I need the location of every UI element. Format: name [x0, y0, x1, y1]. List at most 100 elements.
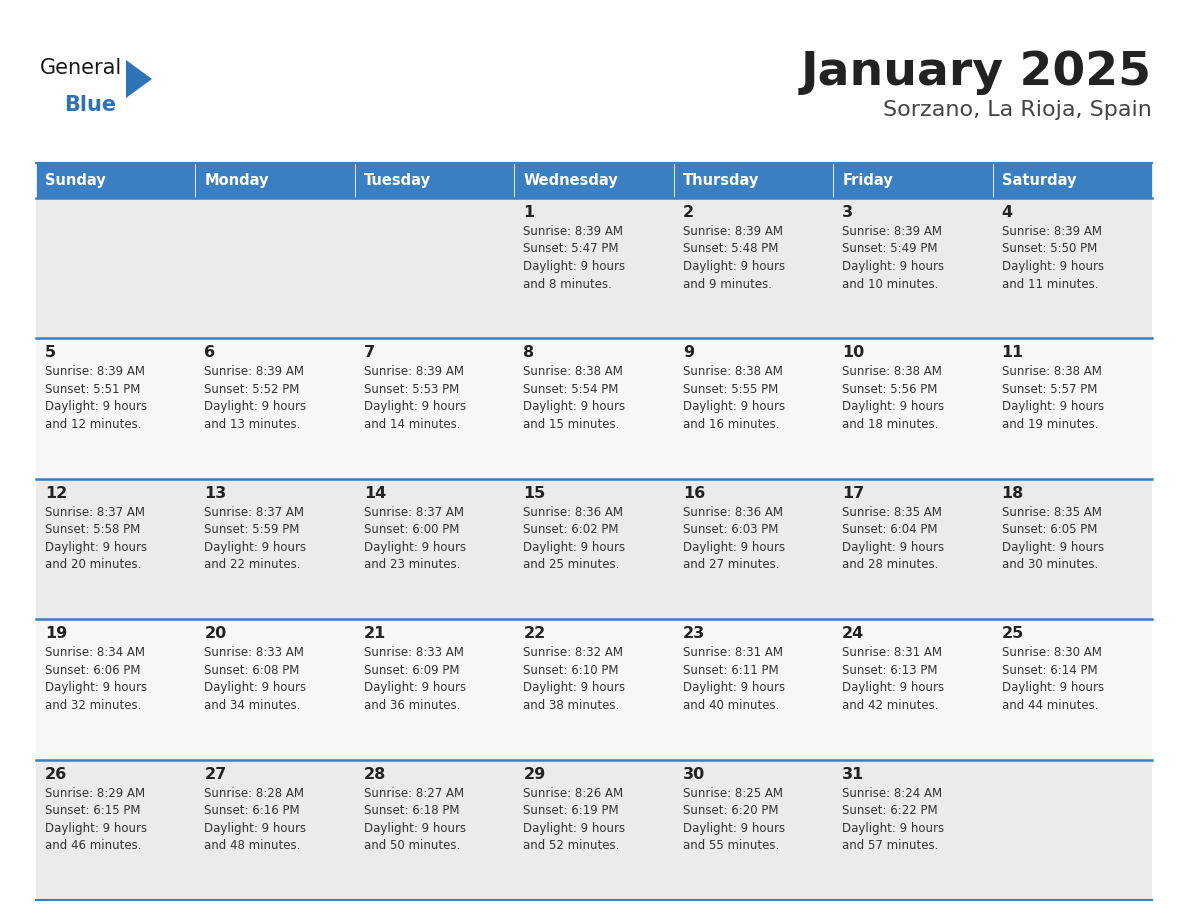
Text: Daylight: 9 hours: Daylight: 9 hours [842, 400, 944, 413]
Text: 8: 8 [523, 345, 535, 361]
Text: Daylight: 9 hours: Daylight: 9 hours [364, 681, 466, 694]
Text: and 18 minutes.: and 18 minutes. [842, 418, 939, 431]
Text: and 15 minutes.: and 15 minutes. [523, 418, 620, 431]
Text: Sunrise: 8:39 AM: Sunrise: 8:39 AM [683, 225, 783, 238]
Bar [514, 479, 674, 620]
Text: Sunrise: 8:36 AM: Sunrise: 8:36 AM [683, 506, 783, 519]
Text: Daylight: 9 hours: Daylight: 9 hours [683, 541, 785, 554]
Text: Sunset: 6:11 PM: Sunset: 6:11 PM [683, 664, 778, 677]
Text: Sunset: 6:05 PM: Sunset: 6:05 PM [1001, 523, 1097, 536]
Polygon shape [126, 60, 152, 98]
Text: Sunset: 6:09 PM: Sunset: 6:09 PM [364, 664, 460, 677]
Bar [514, 620, 674, 759]
Text: Sunset: 6:18 PM: Sunset: 6:18 PM [364, 804, 460, 817]
Text: Daylight: 9 hours: Daylight: 9 hours [45, 541, 147, 554]
Text: Daylight: 9 hours: Daylight: 9 hours [523, 822, 625, 834]
Text: and 44 minutes.: and 44 minutes. [1001, 699, 1098, 711]
Text: and 22 minutes.: and 22 minutes. [204, 558, 301, 571]
Text: and 42 minutes.: and 42 minutes. [842, 699, 939, 711]
Text: and 14 minutes.: and 14 minutes. [364, 418, 461, 431]
Bar [196, 479, 355, 620]
Text: Daylight: 9 hours: Daylight: 9 hours [523, 260, 625, 273]
Text: 27: 27 [204, 767, 227, 781]
Text: Saturday: Saturday [1001, 173, 1076, 188]
Text: and 9 minutes.: and 9 minutes. [683, 277, 772, 290]
Text: 7: 7 [364, 345, 375, 361]
Text: Sunset: 5:56 PM: Sunset: 5:56 PM [842, 383, 937, 396]
Text: 19: 19 [45, 626, 68, 641]
Bar [992, 479, 1152, 620]
Text: and 23 minutes.: and 23 minutes. [364, 558, 460, 571]
Text: and 10 minutes.: and 10 minutes. [842, 277, 939, 290]
Text: 1: 1 [523, 205, 535, 220]
Bar [674, 339, 833, 479]
Bar [36, 163, 196, 198]
Bar [196, 198, 355, 339]
Bar [36, 620, 196, 759]
Text: Sunset: 5:57 PM: Sunset: 5:57 PM [1001, 383, 1097, 396]
Bar [514, 339, 674, 479]
Text: Sunrise: 8:31 AM: Sunrise: 8:31 AM [842, 646, 942, 659]
Text: Sunset: 6:03 PM: Sunset: 6:03 PM [683, 523, 778, 536]
Text: Blue: Blue [64, 95, 116, 115]
Text: 14: 14 [364, 486, 386, 501]
Bar [196, 759, 355, 900]
Text: Daylight: 9 hours: Daylight: 9 hours [204, 681, 307, 694]
Text: 22: 22 [523, 626, 545, 641]
Text: Sunrise: 8:38 AM: Sunrise: 8:38 AM [1001, 365, 1101, 378]
Text: 18: 18 [1001, 486, 1024, 501]
Text: Sunrise: 8:39 AM: Sunrise: 8:39 AM [45, 365, 145, 378]
Text: Daylight: 9 hours: Daylight: 9 hours [364, 400, 466, 413]
Bar [36, 339, 196, 479]
Bar [833, 479, 992, 620]
Text: Monday: Monday [204, 173, 268, 188]
Text: Sunset: 6:20 PM: Sunset: 6:20 PM [683, 804, 778, 817]
Text: Wednesday: Wednesday [523, 173, 618, 188]
Text: Sunset: 5:47 PM: Sunset: 5:47 PM [523, 242, 619, 255]
Text: 4: 4 [1001, 205, 1012, 220]
Text: and 38 minutes.: and 38 minutes. [523, 699, 619, 711]
Bar [992, 620, 1152, 759]
Bar [992, 759, 1152, 900]
Text: Sunset: 5:53 PM: Sunset: 5:53 PM [364, 383, 459, 396]
Text: Daylight: 9 hours: Daylight: 9 hours [45, 822, 147, 834]
Text: and 40 minutes.: and 40 minutes. [683, 699, 779, 711]
Text: 2: 2 [683, 205, 694, 220]
Text: and 55 minutes.: and 55 minutes. [683, 839, 779, 852]
Text: 26: 26 [45, 767, 68, 781]
Text: and 57 minutes.: and 57 minutes. [842, 839, 939, 852]
Text: and 8 minutes.: and 8 minutes. [523, 277, 612, 290]
Text: Sunset: 6:06 PM: Sunset: 6:06 PM [45, 664, 140, 677]
Bar [514, 163, 674, 198]
Text: and 36 minutes.: and 36 minutes. [364, 699, 460, 711]
Bar [992, 163, 1152, 198]
Text: 13: 13 [204, 486, 227, 501]
Text: Sunrise: 8:38 AM: Sunrise: 8:38 AM [523, 365, 624, 378]
Text: 15: 15 [523, 486, 545, 501]
Text: Sunrise: 8:37 AM: Sunrise: 8:37 AM [364, 506, 463, 519]
Text: and 28 minutes.: and 28 minutes. [842, 558, 939, 571]
Text: and 32 minutes.: and 32 minutes. [45, 699, 141, 711]
Text: Sunset: 6:14 PM: Sunset: 6:14 PM [1001, 664, 1098, 677]
Text: and 12 minutes.: and 12 minutes. [45, 418, 141, 431]
Bar [833, 339, 992, 479]
Text: and 50 minutes.: and 50 minutes. [364, 839, 460, 852]
Text: Daylight: 9 hours: Daylight: 9 hours [842, 541, 944, 554]
Text: Daylight: 9 hours: Daylight: 9 hours [1001, 681, 1104, 694]
Bar [992, 198, 1152, 339]
Text: Sunset: 6:00 PM: Sunset: 6:00 PM [364, 523, 460, 536]
Text: Sunset: 6:10 PM: Sunset: 6:10 PM [523, 664, 619, 677]
Text: Daylight: 9 hours: Daylight: 9 hours [842, 260, 944, 273]
Text: January 2025: January 2025 [801, 50, 1152, 95]
Text: Sunrise: 8:39 AM: Sunrise: 8:39 AM [364, 365, 463, 378]
Text: Daylight: 9 hours: Daylight: 9 hours [683, 400, 785, 413]
Bar [355, 479, 514, 620]
Bar [514, 759, 674, 900]
Text: 6: 6 [204, 345, 215, 361]
Text: Daylight: 9 hours: Daylight: 9 hours [204, 400, 307, 413]
Text: Daylight: 9 hours: Daylight: 9 hours [523, 400, 625, 413]
Text: and 48 minutes.: and 48 minutes. [204, 839, 301, 852]
Bar [36, 198, 196, 339]
Text: Sunrise: 8:39 AM: Sunrise: 8:39 AM [1001, 225, 1101, 238]
Text: Sunrise: 8:33 AM: Sunrise: 8:33 AM [364, 646, 463, 659]
